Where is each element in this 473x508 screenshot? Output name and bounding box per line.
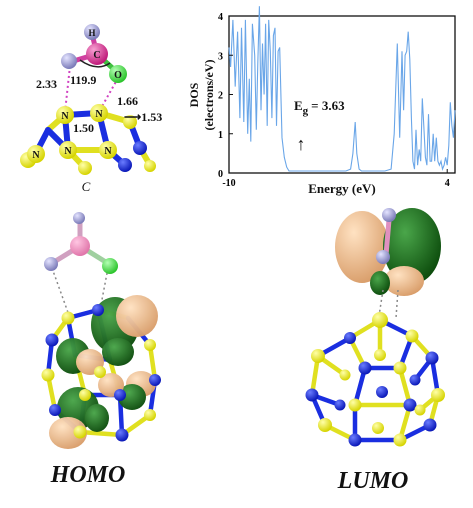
atom-boron [123,115,137,129]
measure-bond-inner: 1.50 [73,121,94,135]
svg-text:C: C [93,50,100,61]
atom-n2: N [90,104,108,122]
lumo-structure: LUMO [305,208,445,494]
homo-label: HOMO [50,462,126,488]
measure-angle: 119.9 [70,73,96,87]
gap-arrow: ↑ [297,134,306,154]
lumo-cage-atoms [305,312,445,447]
atom-boron [78,161,92,175]
x-tick-label: 4 [445,178,450,189]
y-axis-label-line1: DOS [187,82,201,107]
atom-n3: N [27,145,45,163]
lumo-lobe-green [383,208,441,284]
atom-hydrogen [382,208,396,222]
y-tick-label: 3 [218,51,223,62]
homo-molecule [44,212,118,274]
measure-h-n: 2.33 [36,77,57,91]
atom-hydrogen [73,212,85,224]
atom-n1: N [56,106,74,124]
atom-h: H [84,24,100,40]
x-axis-label: Energy (eV) [308,181,376,196]
y-axis-ticks: 0 1 2 3 4 [218,12,233,180]
svg-text:N: N [104,146,112,157]
atom-o: O [109,65,127,83]
atom-hydrogen [376,250,390,264]
atom-carbon [70,236,90,256]
svg-text:N: N [32,150,40,161]
lumo-lobe-green [370,271,390,295]
x-tick-label: -10 [222,178,235,189]
dos-series-line [228,6,456,172]
homo-contact [51,267,71,319]
homo-structure: HOMO [41,212,161,488]
atom-c: C [86,43,108,65]
atom-n4: N [59,141,77,159]
measure-bond-outer: ⟶1.53 [124,110,162,124]
atom-hydrogen [61,53,77,69]
y-tick-label: 2 [218,91,223,102]
homo-lobe-green [102,338,134,366]
svg-text:H: H [88,28,95,38]
svg-text:N: N [61,111,69,122]
atom-nitrogen [133,141,147,155]
lumo-lobe-peach [335,211,389,283]
atom-hydrogen [44,257,58,271]
svg-text:O: O [114,70,122,81]
lumo-contact [378,289,384,317]
atom-n5: N [99,141,117,159]
contact-o-n [99,77,119,111]
y-axis-label-line2: (electrons/eV) [202,59,216,130]
lumo-orbital-lobes [335,208,441,296]
lumo-label: LUMO [337,468,409,494]
y-tick-label: 1 [218,130,223,141]
homo-lobe-peach [49,417,87,449]
measure-o-n: 1.66 [117,94,138,108]
y-tick-label: 0 [218,169,223,180]
dos-chart: 0 1 2 3 4 -10 4 DOS (electrons/eV) Energy (eV… [187,6,456,196]
svg-text:N: N [95,109,103,120]
y-tick-label: 4 [218,12,223,23]
homo-lobe-green [85,404,109,432]
svg-text:N: N [64,146,72,157]
homo-lobe-green [118,384,146,410]
gap-label: Eg = 3.63 [294,98,345,117]
x-axis-ticks: -10 4 [222,169,450,189]
atom-boron [144,160,156,172]
atom-nitrogen [118,158,132,172]
homo-lobe-peach [116,295,158,337]
atom-oxygen [102,258,118,274]
homo-cage-atoms [41,304,161,442]
panel-c-label: C [82,179,91,194]
angle-arc [79,59,111,68]
lumo-lobe-peach [384,266,424,296]
panel-c-structure: N N N N N H C O 119.9 2.33 1.66 1.50 ⟶1.… [20,24,162,194]
